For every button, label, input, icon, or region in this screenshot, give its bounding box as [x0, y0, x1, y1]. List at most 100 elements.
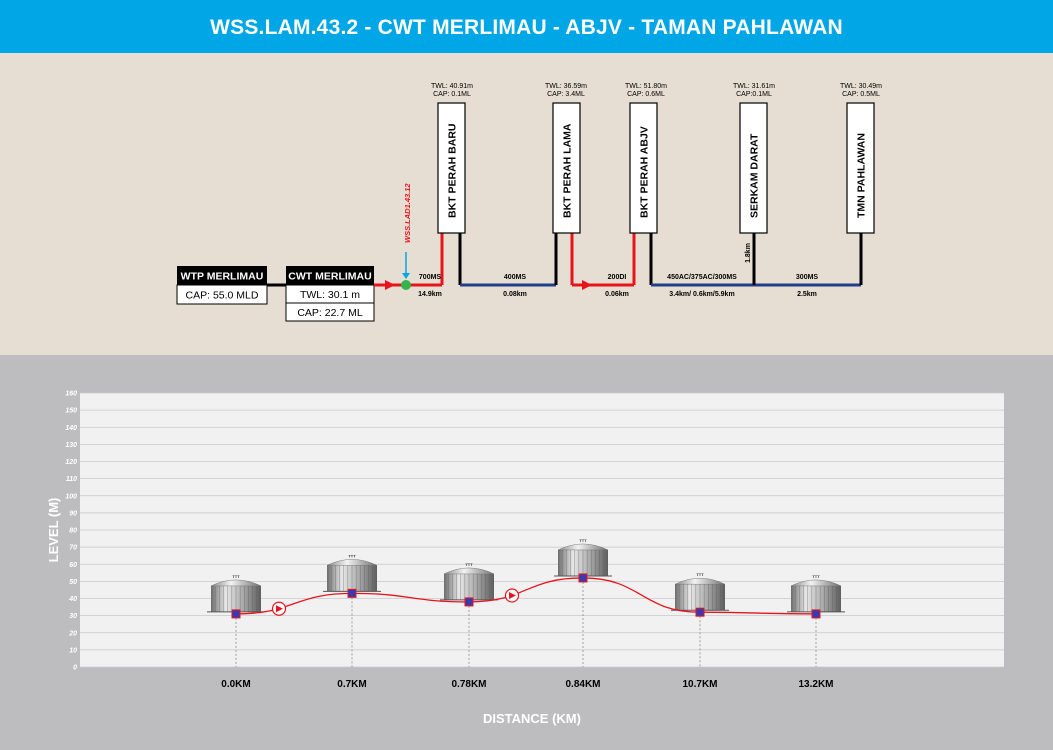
tank-icon: TTT [323, 553, 381, 592]
svg-text:TWL: 30.49m: TWL: 30.49m [840, 83, 882, 90]
wtp-capacity: CAP: 55.0 MLD [186, 290, 259, 302]
tank-icon: TTT [671, 572, 729, 611]
pipe-length-1: 14.9km [418, 291, 442, 298]
tank-icon: TTT [207, 574, 265, 613]
tank-serkam-darat: SERKAM DARAT TWL: 31.61m CAP:0.1ML [733, 83, 775, 234]
y-tick-label: 150 [65, 408, 77, 415]
x-tick-label: 0.0KM [221, 679, 250, 690]
header-bar: WSS.LAM.43.2 - CWT MERLIMAU - ABJV - TAM… [0, 0, 1053, 53]
series-line [235, 577, 817, 615]
y-tick-label: 60 [69, 562, 77, 569]
y-tick-label: 90 [69, 510, 77, 517]
svg-text:TWL: 51.80m: TWL: 51.80m [625, 83, 667, 90]
y-axis-label: LEVEL (M) [46, 498, 61, 563]
meter-arrow-icon [402, 273, 410, 279]
svg-text:CAP: 0.6ML: CAP: 0.6ML [627, 91, 665, 98]
y-tick-label: 120 [65, 459, 77, 466]
y-tick-label: 80 [69, 528, 77, 535]
data-points [231, 573, 821, 619]
branch-length: 1.8km [745, 243, 752, 263]
page-title: WSS.LAM.43.2 - CWT MERLIMAU - ABJV - TAM… [210, 16, 843, 39]
data-point [347, 588, 357, 598]
data-point [231, 609, 241, 619]
tank-icon: TTT [787, 574, 845, 613]
svg-text:BKT PERAH BARU: BKT PERAH BARU [447, 124, 459, 219]
pump-icon [385, 280, 395, 290]
elevation-chart-panel: 0 10 20 30 40 50 60 70 80 90 100 110 120 130 140 150 160… [0, 355, 1053, 745]
tank-icon-label: TTT [465, 562, 473, 567]
x-tick-label: 13.2KM [798, 679, 833, 690]
y-tick-label: 140 [65, 425, 77, 432]
y-tick-label: 10 [69, 647, 77, 654]
x-tick-labels: 0.0KM 0.7KM 0.78KM 0.84KM 10.7KM 13.2KM [221, 679, 833, 690]
pipe-size-3: 200DI [608, 274, 627, 281]
schematic-panel: WTP MERLIMAU CAP: 55.0 MLD CWT MERLIMAU … [0, 53, 1053, 355]
pipe-length-5: 2.5km [797, 291, 817, 298]
svg-text:TWL: 40.91m: TWL: 40.91m [431, 83, 473, 90]
y-tick-label: 70 [69, 545, 77, 552]
x-axis-label: DISTANCE (KM) [483, 711, 581, 726]
tank-bkt-perah-lama: BKT PERAH LAMA TWL: 36.59m CAP: 3.4ML [545, 83, 587, 234]
y-tick-label: 30 [69, 613, 77, 620]
data-point [695, 607, 705, 617]
pump-marker [504, 588, 520, 603]
x-tick-label: 0.78KM [451, 679, 486, 690]
cwt-box: CWT MERLIMAU TWL: 30.1 m CAP: 22.7 ML [285, 266, 375, 322]
y-tick-label: 0 [73, 665, 77, 672]
cwt-twl: TWL: 30.1 m [300, 289, 360, 301]
x-tick-label: 10.7KM [682, 679, 717, 690]
svg-text:CAP:0.1ML: CAP:0.1ML [736, 91, 772, 98]
tank-icon-label: TTT [232, 574, 240, 579]
pump-markers [271, 588, 520, 616]
svg-text:TMN PAHLAWAN: TMN PAHLAWAN [856, 133, 868, 218]
y-tick-label: 50 [69, 579, 77, 586]
x-tick-label: 0.7KM [337, 679, 366, 690]
tank-icon-label: TTT [812, 574, 820, 579]
pump-marker [271, 601, 287, 616]
tank-bkt-perah-abjv: BKT PERAH ABJV TWL: 51.80m CAP: 0.6ML [625, 83, 667, 234]
pipe-length-4: 3.4km/ 0.6km/5.9km [669, 291, 734, 298]
x-tick-label: 0.84KM [565, 679, 600, 690]
cwt-capacity: CAP: 22.7 ML [297, 307, 363, 319]
tank-icon: TTT [440, 562, 498, 601]
tank-icon-label: TTT [579, 538, 587, 543]
pipe-size-1: 700MS [419, 274, 442, 281]
svg-text:BKT PERAH LAMA: BKT PERAH LAMA [562, 123, 574, 218]
drop-lines [235, 577, 817, 667]
tank-icon-label: TTT [696, 572, 704, 577]
svg-text:SERKAM DARAT: SERKAM DARAT [749, 133, 761, 218]
data-point [578, 573, 588, 583]
svg-text:CAP: 0.1ML: CAP: 0.1ML [433, 91, 471, 98]
pipe-size-2: 400MS [504, 274, 527, 281]
pipe-length-2: 0.08km [503, 291, 527, 298]
flow-meter-icon [401, 280, 411, 290]
wtp-box: WTP MERLIMAU CAP: 55.0 MLD [176, 266, 268, 305]
cwt-name: CWT MERLIMAU [288, 271, 371, 283]
wtp-name: WTP MERLIMAU [181, 271, 264, 283]
svg-text:TWL: 36.59m: TWL: 36.59m [545, 83, 587, 90]
y-tick-labels: 0 10 20 30 40 50 60 70 80 90 100 110 120 130 140 150 160 [65, 391, 77, 672]
svg-text:CAP: 3.4ML: CAP: 3.4ML [547, 91, 585, 98]
svg-text:CAP: 0.5ML: CAP: 0.5ML [842, 91, 880, 98]
svg-text:TWL: 31.61m: TWL: 31.61m [733, 83, 775, 90]
tank-bkt-perah-baru: BKT PERAH BARU TWL: 40.91m CAP: 0.1ML [431, 83, 473, 234]
pump-icon-2 [582, 280, 592, 290]
y-tick-label: 110 [66, 476, 77, 483]
pipe-size-4: 450AC/375AC/300MS [667, 274, 737, 281]
tank-icon: TTT [554, 538, 612, 577]
pipe-size-5: 300MS [796, 274, 819, 281]
data-point [464, 597, 474, 607]
elevation-chart: 0 10 20 30 40 50 60 70 80 90 100 110 120 130 140 150 160… [46, 391, 1004, 726]
schematic-diagram: WTP MERLIMAU CAP: 55.0 MLD CWT MERLIMAU … [176, 83, 882, 322]
meter-label: WSS.LAD1.43.12 [403, 183, 412, 243]
tank-icons: TTT TTT TTT TTT TTT TTT [207, 538, 845, 613]
tank-tmn-pahlawan: TMN PAHLAWAN TWL: 30.49m CAP: 0.5ML [840, 83, 882, 234]
y-tick-label: 40 [68, 596, 77, 603]
y-tick-label: 20 [68, 630, 77, 637]
pipe-length-3: 0.06km [605, 291, 629, 298]
y-tick-label: 100 [65, 493, 77, 500]
data-point [811, 609, 821, 619]
y-tick-label: 160 [65, 391, 77, 398]
tank-icon-label: TTT [348, 553, 356, 558]
y-tick-label: 130 [65, 442, 77, 449]
